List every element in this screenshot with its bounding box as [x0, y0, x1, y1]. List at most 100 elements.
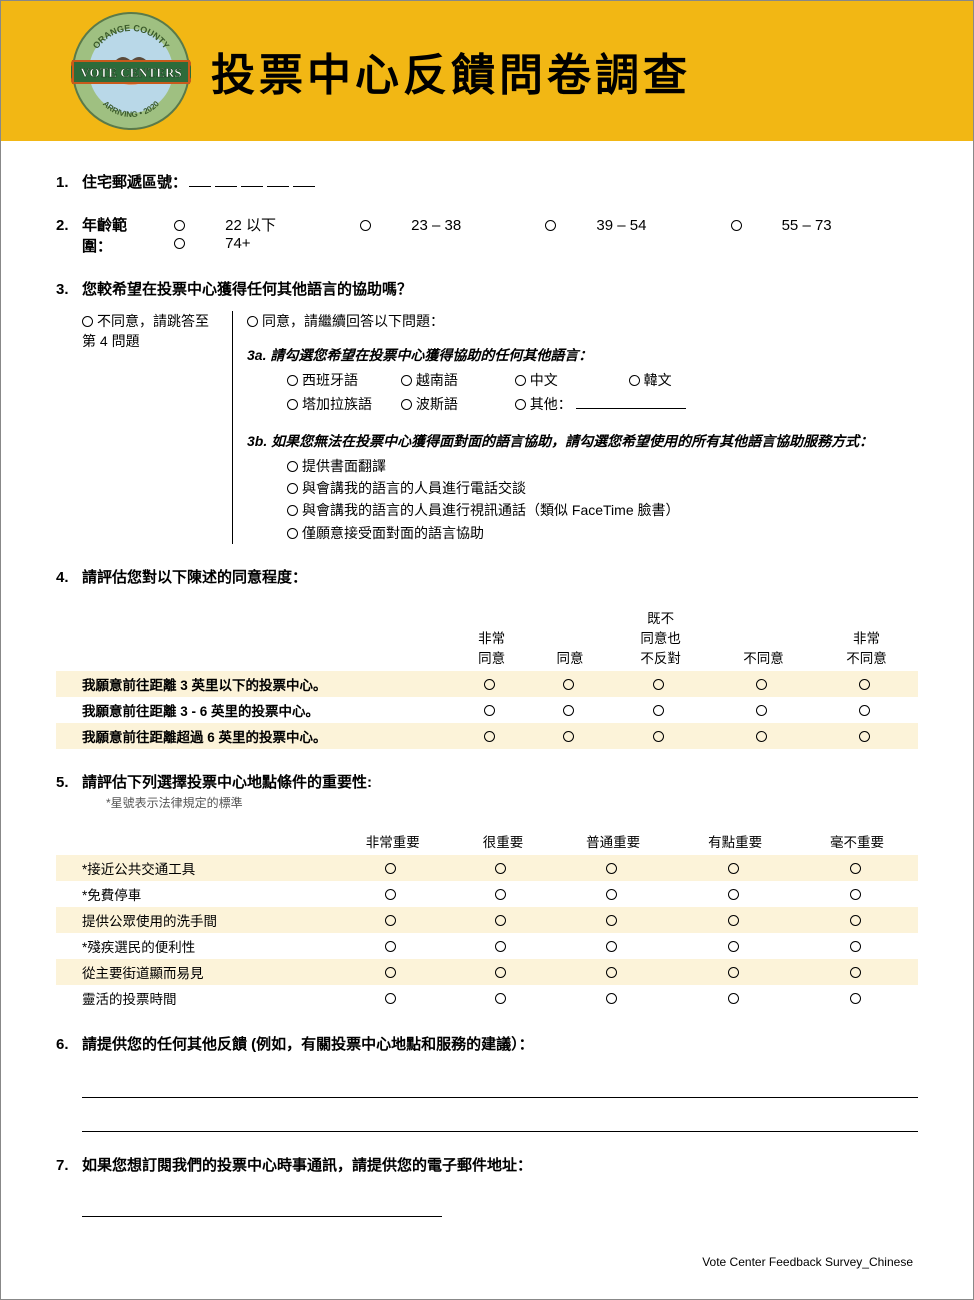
q4-table: 非常 同意 同意 既不 同意也 不反對 不同意 非常 不同意 我願意前往距離 3… — [56, 603, 918, 749]
q4-text: 請評估您對以下陳述的同意程度： — [82, 566, 307, 587]
q4-r1-c1[interactable] — [531, 697, 609, 723]
radio-icon — [728, 863, 739, 874]
age-opt-3[interactable]: 55 – 73 — [731, 217, 872, 234]
q3b-opt-1[interactable]: 與會講我的語言的人員進行電話交談 — [287, 477, 918, 499]
q4-r2-c0[interactable] — [453, 723, 531, 749]
q5-r3-c1[interactable] — [454, 933, 552, 959]
q3b-text: 如果您無法在投票中心獲得面對面的語言協助，請勾選您希望使用的所有其他語言協助服務… — [271, 433, 873, 449]
radio-icon — [606, 993, 617, 1004]
q1-num: 1. — [56, 174, 82, 191]
radio-icon — [629, 375, 640, 386]
question-6: 6. 請提供您的任何其他反饋 (例如，有關投票中心地點和服務的建議）： — [56, 1033, 918, 1132]
age-opt-4[interactable]: 74+ — [174, 235, 290, 252]
q4-r2-c2[interactable] — [609, 723, 712, 749]
q3-yes-option[interactable]: 同意，請繼續回答以下問題： — [247, 311, 918, 331]
q3b-opt-0[interactable]: 提供書面翻譯 — [287, 455, 918, 477]
q5-r5-c3[interactable] — [674, 985, 796, 1011]
zip-digit-3[interactable] — [241, 186, 263, 187]
q5-r4-c1[interactable] — [454, 959, 552, 985]
q4-r0-c3[interactable] — [712, 671, 815, 697]
q3b-opt-3[interactable]: 僅願意接受面對面的語言協助 — [287, 522, 918, 544]
q5-r0-c0[interactable] — [332, 855, 454, 881]
q5-r3-c3[interactable] — [674, 933, 796, 959]
zip-digit-4[interactable] — [267, 186, 289, 187]
q5-r0-c4[interactable] — [796, 855, 918, 881]
zip-digit-2[interactable] — [215, 186, 237, 187]
q4-r0-c2[interactable] — [609, 671, 712, 697]
q3b-opt-2[interactable]: 與會講我的語言的人員進行視訊通話（類似 FaceTime 臉書） — [287, 499, 918, 521]
lang-opt-vietnamese[interactable]: 越南語 — [401, 369, 511, 393]
q4-r2-c3[interactable] — [712, 723, 815, 749]
q5-r2-c2[interactable] — [552, 907, 674, 933]
q5-r2-c0[interactable] — [332, 907, 454, 933]
q5-r3-c2[interactable] — [552, 933, 674, 959]
q5-r1-c3[interactable] — [674, 881, 796, 907]
q5-r1-c1[interactable] — [454, 881, 552, 907]
age-opt-0[interactable]: 22 以下 — [174, 217, 316, 234]
q5-r2-c4[interactable] — [796, 907, 918, 933]
q5-r0-c1[interactable] — [454, 855, 552, 881]
zip-digit-1[interactable] — [189, 186, 211, 187]
lang-opt-other[interactable]: 其他： — [515, 396, 686, 412]
q7-text: 如果您想訂閱我們的投票中心時事通訊，請提供您的電子郵件地址： — [82, 1154, 532, 1175]
question-3a: 3a. 請勾選您希望在投票中心獲得協助的任何其他語言： 西班牙語 越南語 中文 … — [247, 345, 918, 417]
lang-opt-korean[interactable]: 韓文 — [629, 369, 739, 393]
q5-r1-c0[interactable] — [332, 881, 454, 907]
q4-r0-c0[interactable] — [453, 671, 531, 697]
feedback-line-1[interactable] — [82, 1074, 918, 1098]
q5-r5-c2[interactable] — [552, 985, 674, 1011]
zip-digit-5[interactable] — [293, 186, 315, 187]
q4-r1-c2[interactable] — [609, 697, 712, 723]
radio-icon — [385, 967, 396, 978]
q5-r1-c2[interactable] — [552, 881, 674, 907]
q5-r5-c1[interactable] — [454, 985, 552, 1011]
q3-no-branch[interactable]: 不同意，請跳答至第 4 問題 — [82, 311, 232, 544]
lang-opt-chinese[interactable]: 中文 — [515, 369, 625, 393]
q5-r4-c3[interactable] — [674, 959, 796, 985]
q5-r3-c0[interactable] — [332, 933, 454, 959]
q4-r2-c1[interactable] — [531, 723, 609, 749]
lang-opt-tagalog[interactable]: 塔加拉族語 — [287, 393, 397, 417]
q5-r4-c2[interactable] — [552, 959, 674, 985]
q5-col-0: 非常重要 — [332, 827, 454, 855]
q3-text: 您較希望在投票中心獲得任何其他語言的協助嗎？ — [82, 278, 412, 299]
q5-r0-c2[interactable] — [552, 855, 674, 881]
radio-icon — [859, 679, 870, 690]
q5-r1-c4[interactable] — [796, 881, 918, 907]
question-2: 2. 年齡範圍： 22 以下 23 – 38 39 – 54 55 – 73 7… — [56, 214, 918, 256]
radio-icon — [247, 316, 258, 327]
q4-r1-c3[interactable] — [712, 697, 815, 723]
q4-col-0: 非常 同意 — [453, 603, 531, 671]
q4-r2-c4[interactable] — [815, 723, 918, 749]
q4-r0-c1[interactable] — [531, 671, 609, 697]
radio-icon — [495, 915, 506, 926]
q4-r0-c4[interactable] — [815, 671, 918, 697]
radio-icon — [385, 889, 396, 900]
age-opt-2[interactable]: 39 – 54 — [545, 217, 686, 234]
q5-note: *星號表示法律規定的標準 — [106, 794, 918, 811]
lang-opt-farsi[interactable]: 波斯語 — [401, 393, 511, 417]
radio-icon — [495, 993, 506, 1004]
q4-row-1: 我願意前往距離 3 - 6 英里的投票中心。 — [56, 697, 918, 723]
q5-r2-c1[interactable] — [454, 907, 552, 933]
q5-r4-c4[interactable] — [796, 959, 918, 985]
q4-r1-c0[interactable] — [453, 697, 531, 723]
other-lang-input[interactable] — [576, 408, 686, 409]
age-opt-1[interactable]: 23 – 38 — [360, 217, 501, 234]
q5-r2-c3[interactable] — [674, 907, 796, 933]
q5-r0-c3[interactable] — [674, 855, 796, 881]
q5-text: 請評估下列選擇投票中心地點條件的重要性: — [82, 771, 372, 792]
feedback-line-2[interactable] — [82, 1108, 918, 1132]
q5-r4-c0[interactable] — [332, 959, 454, 985]
q4-col-4: 非常 不同意 — [815, 603, 918, 671]
lang-opt-spanish[interactable]: 西班牙語 — [287, 369, 397, 393]
footer-text: Vote Center Feedback Survey_Chinese — [702, 1255, 913, 1269]
q5-r5-c0[interactable] — [332, 985, 454, 1011]
q5-r5-c4[interactable] — [796, 985, 918, 1011]
email-input-line[interactable] — [82, 1193, 442, 1217]
radio-icon — [545, 220, 556, 231]
q4-row-2: 我願意前往距離超過 6 英里的投票中心。 — [56, 723, 918, 749]
q3-yes-branch: 同意，請繼續回答以下問題： 3a. 請勾選您希望在投票中心獲得協助的任何其他語言… — [232, 311, 918, 544]
q4-r1-c4[interactable] — [815, 697, 918, 723]
q5-r3-c4[interactable] — [796, 933, 918, 959]
